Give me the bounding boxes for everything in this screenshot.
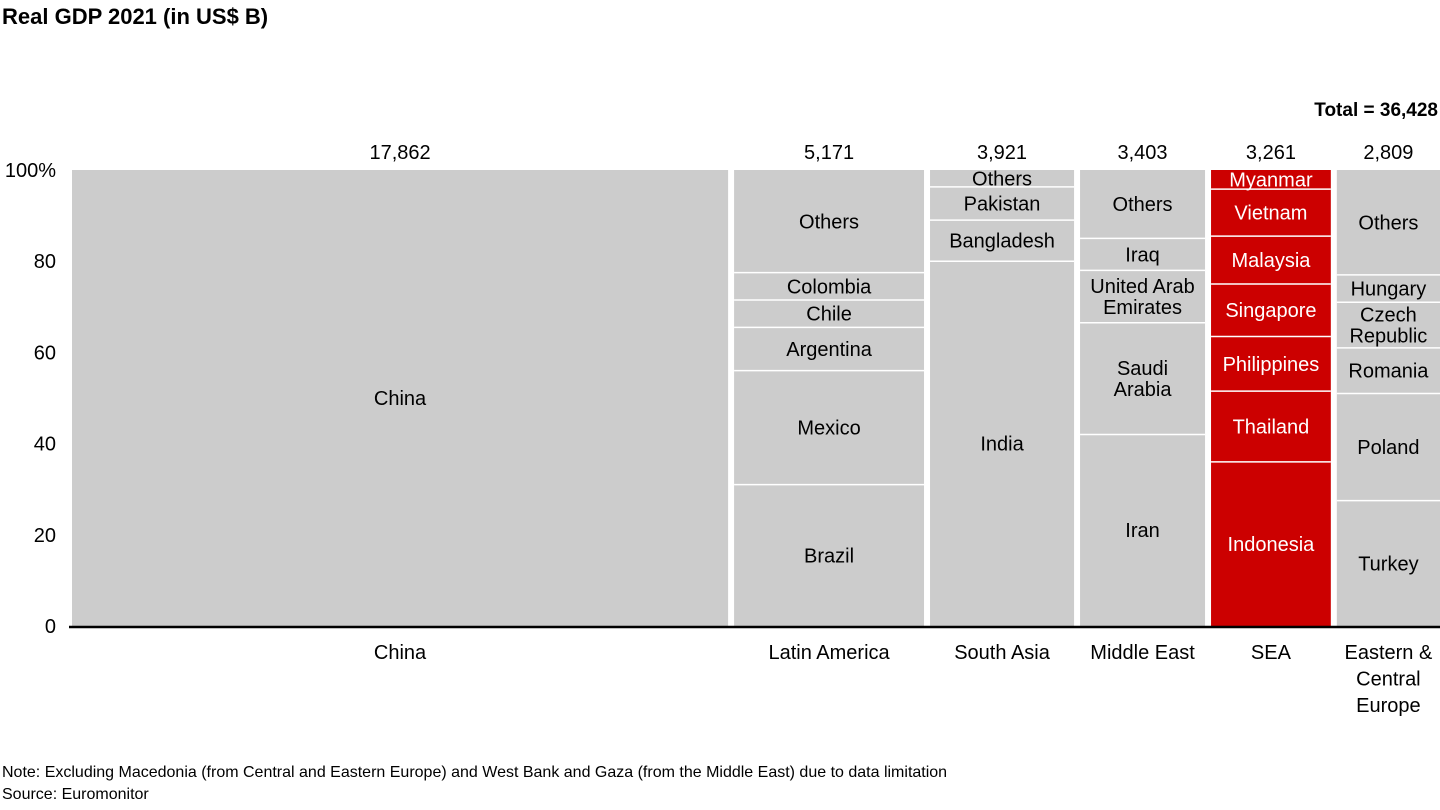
segment-label-latin-america-argentina: Argentina (786, 339, 872, 361)
segment-label-latin-america-brazil: Brazil (804, 545, 854, 567)
segment-label-latin-america-mexico: Mexico (797, 418, 860, 440)
chart-notes: Note: Excluding Macedonia (from Central … (2, 762, 947, 806)
chart-title: Real GDP 2021 (in US$ B) (2, 4, 269, 29)
column-total-south-asia: 3,921 (977, 142, 1027, 164)
segment-latin-america-chile (734, 299, 925, 328)
segment-sea-singapore (1211, 284, 1331, 337)
segment-label-middle-east-saudi-arabia: Saudi Arabia (1114, 358, 1173, 401)
segment-label-middle-east-united-arab-emirates: United Arab Emirates (1090, 276, 1195, 319)
segment-label-eastern-central-europe-turkey: Turkey (1358, 553, 1418, 575)
segment-latin-america-argentina (734, 327, 925, 371)
segment-label-sea-myanmar: Myanmar (1229, 170, 1313, 192)
note-text: Note: Excluding Macedonia (from Central … (2, 764, 948, 781)
y-tick-label: 80 (34, 251, 56, 273)
y-tick-label: 40 (34, 434, 56, 456)
segment-label-china-china: China (374, 388, 427, 410)
segment-south-asia-bangladesh (930, 220, 1075, 262)
total-label: Total = 36,428 (1314, 100, 1438, 121)
segment-eastern-central-europe-czech-republic (1336, 302, 1440, 348)
column-total-eastern-central-europe: 2,809 (1363, 142, 1413, 164)
segment-middle-east-iraq (1080, 238, 1206, 271)
segment-south-asia-india (930, 261, 1075, 626)
segment-label-south-asia-bangladesh: Bangladesh (949, 231, 1055, 253)
segment-label-sea-singapore: Singapore (1225, 300, 1316, 322)
segment-label-eastern-central-europe-romania: Romania (1348, 361, 1429, 383)
segment-eastern-central-europe-turkey (1336, 500, 1440, 626)
segment-middle-east-united-arab-emirates (1080, 270, 1206, 323)
segment-label-eastern-central-europe-hungary: Hungary (1351, 279, 1427, 301)
segment-latin-america-brazil (734, 484, 925, 626)
segment-sea-indonesia (1211, 461, 1331, 626)
segment-south-asia-others (930, 170, 1075, 187)
category-label-sea: SEA (1251, 642, 1292, 664)
column-total-china: 17,862 (369, 142, 430, 164)
segment-sea-thailand (1211, 391, 1331, 462)
segment-middle-east-saudi-arabia (1080, 322, 1206, 435)
segment-label-middle-east-others: Others (1113, 194, 1173, 216)
source-text: Source: Euromonitor (2, 786, 149, 803)
category-label-middle-east: Middle East (1090, 642, 1195, 664)
segment-label-south-asia-others: Others (972, 168, 1032, 190)
segment-label-sea-indonesia: Indonesia (1228, 534, 1316, 556)
segment-eastern-central-europe-hungary (1336, 274, 1440, 303)
category-label-china: China (374, 642, 427, 664)
segment-sea-vietnam (1211, 189, 1331, 237)
segment-label-eastern-central-europe-poland: Poland (1357, 437, 1419, 459)
segment-label-eastern-central-europe-others: Others (1358, 212, 1418, 234)
segment-latin-america-colombia (734, 272, 925, 300)
column-total-middle-east: 3,403 (1118, 142, 1168, 164)
column-total-sea: 3,261 (1246, 142, 1296, 164)
segment-latin-america-others (734, 170, 925, 273)
column-total-latin-america: 5,171 (804, 142, 854, 164)
segment-sea-malaysia (1211, 236, 1331, 284)
segment-label-middle-east-iraq: Iraq (1125, 244, 1159, 266)
segment-label-latin-america-colombia: Colombia (787, 276, 872, 298)
category-label-eastern-central-europe: Eastern & Central Europe (1344, 642, 1432, 717)
segment-sea-philippines (1211, 336, 1331, 392)
segment-eastern-central-europe-others (1336, 170, 1440, 275)
segment-label-latin-america-chile: Chile (806, 304, 852, 326)
segment-eastern-central-europe-romania (1336, 347, 1440, 394)
segment-label-middle-east-iran: Iran (1125, 520, 1159, 542)
segment-label-latin-america-others: Others (799, 211, 859, 233)
segment-sea-myanmar (1211, 170, 1331, 190)
segment-label-south-asia-pakistan: Pakistan (964, 194, 1041, 216)
category-label-latin-america: Latin America (768, 642, 890, 664)
y-tick-label: 20 (34, 525, 56, 547)
segment-label-south-asia-india: India (980, 434, 1024, 456)
segment-eastern-central-europe-poland (1336, 393, 1440, 501)
y-tick-label: 100% (5, 160, 56, 182)
segment-middle-east-others (1080, 170, 1206, 239)
segment-label-sea-philippines: Philippines (1223, 354, 1320, 376)
y-tick-label: 60 (34, 342, 56, 364)
segment-china-china (72, 170, 729, 626)
segment-label-sea-thailand: Thailand (1233, 417, 1310, 439)
category-label-south-asia: South Asia (954, 642, 1051, 664)
y-tick-label: 0 (45, 616, 56, 638)
segment-label-sea-vietnam: Vietnam (1234, 203, 1307, 225)
segment-latin-america-mexico (734, 370, 925, 485)
segment-label-sea-malaysia: Malaysia (1231, 250, 1311, 272)
segment-south-asia-pakistan (930, 186, 1075, 221)
segment-label-eastern-central-europe-czech-republic: Czech Republic (1349, 305, 1427, 348)
segment-middle-east-iran (1080, 434, 1206, 626)
marimekko-chart: 0 20 40 60 80 100% China 17,862 China Brazil Mexic… (5, 142, 1440, 717)
